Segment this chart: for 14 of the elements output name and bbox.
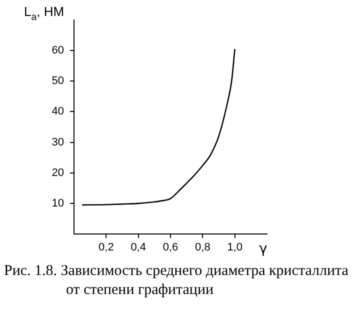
x-tick-label: 0,4	[130, 242, 146, 254]
text: Рис. 1.8. Зависимость среднего диаметра кристаллита от степени графитации	[4, 262, 350, 300]
x-tick-label: 0,6	[162, 242, 178, 254]
y-tick-label: 60	[52, 44, 64, 57]
y-tick-label: 30	[52, 136, 64, 148]
y-tick-label: 50	[52, 75, 64, 88]
line-series	[81, 48, 236, 206]
y-tick-label: 20	[52, 166, 64, 179]
y-tick-label: 10	[52, 197, 64, 210]
y-tick-label: 40	[52, 106, 64, 118]
x-tick-label: 0,8	[195, 242, 210, 254]
x-tick-label: 1,0	[227, 242, 242, 254]
x-tick-label: 0,2	[98, 242, 114, 254]
x-axis-title: γ	[259, 241, 268, 257]
